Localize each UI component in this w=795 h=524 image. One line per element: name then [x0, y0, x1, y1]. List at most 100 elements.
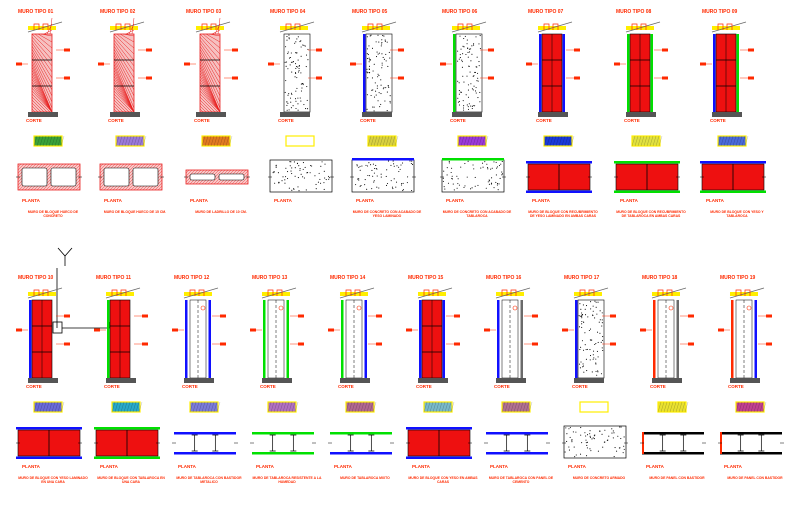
swatch-hatch: [198, 401, 203, 413]
finish-right: [650, 34, 653, 112]
aggregate-dot: [300, 90, 303, 92]
aggregate-dot: [376, 175, 378, 177]
aggregate-dot: [612, 437, 614, 439]
aggregate-dot: [473, 44, 475, 46]
swatch-hatch: [472, 135, 477, 147]
wall-plan: [700, 161, 766, 193]
wall-plan: [614, 161, 680, 193]
swatch-hatch: [118, 135, 123, 147]
plan-concrete: [351, 159, 415, 193]
aggregate-dot: [282, 176, 284, 178]
aggregate-dot: [295, 41, 297, 43]
aggregate-dot: [467, 106, 469, 108]
aggregate-dot: [386, 91, 388, 93]
swatch-hatch: [510, 401, 515, 413]
aggregate-dot: [583, 371, 585, 373]
swatch-hatch: [127, 135, 132, 147]
aggregate-dot: [586, 455, 588, 457]
aggregate-dot: [278, 181, 280, 183]
aggregate-dot: [298, 70, 300, 72]
top-anchor: [579, 289, 595, 296]
wall-title: MURO TIPO 13: [252, 275, 288, 281]
aggregate-dot: [381, 67, 383, 69]
aggregate-dot: [590, 301, 592, 303]
aggregate-dot: [379, 106, 381, 108]
hatch-line: [31, 48, 53, 85]
aggregate-dot: [384, 39, 386, 41]
aggregate-dot: [285, 46, 287, 48]
aggregate-dot: [366, 108, 368, 110]
callout-text-mark: [532, 342, 538, 346]
wall-drawing: [250, 287, 316, 455]
callout-text-mark: [454, 342, 460, 346]
plan-stud: [737, 434, 744, 452]
plan-cell: [103, 167, 130, 187]
aggregate-dot: [291, 71, 293, 73]
aggregate-dot: [275, 166, 277, 168]
swatch-hatch: [60, 401, 65, 413]
wall-type-10: MURO TIPO 10 CORTE PLANTA MURO DE BLOQUE CO…: [16, 274, 96, 514]
aggregate-dot: [501, 171, 503, 173]
wall-type-8: MURO TIPO 08 CORTE PLANTA MURO DE BLOQUE CO…: [614, 8, 694, 248]
wall-section: [614, 21, 668, 117]
swatch-hatch: [555, 135, 560, 147]
wall-note: MURO DE CONCRETO ARMADO: [572, 476, 626, 480]
finish-right: [736, 34, 739, 112]
finish-right: [208, 300, 211, 378]
top-anchor: [285, 23, 301, 30]
plan-finish: [94, 427, 160, 430]
aggregate-dot: [443, 170, 445, 172]
aggregate-dot: [304, 45, 306, 47]
aggregate-dot: [613, 456, 615, 458]
swatch-hatch: [426, 401, 431, 413]
aggregate-dot: [582, 313, 584, 316]
plan-hatch: [160, 188, 163, 191]
aggregate-dot: [288, 109, 290, 111]
aggregate-dot: [468, 65, 470, 67]
wall-title: MURO TIPO 09: [702, 9, 738, 15]
aggregate-dot: [377, 76, 379, 78]
aggregate-dot: [369, 35, 371, 37]
aggregate-dot: [581, 317, 583, 319]
aggregate-dot: [402, 162, 404, 164]
aggregate-dot: [386, 169, 388, 171]
hatch-line: [31, 57, 53, 103]
swatch-hatch: [124, 135, 129, 147]
swatch-hatch: [207, 135, 212, 147]
aggregate-dot: [589, 328, 592, 330]
aggregate-dot: [381, 53, 383, 55]
aggregate-dot: [580, 427, 582, 429]
aggregate-dot: [581, 323, 583, 325]
callout-text-mark: [766, 314, 772, 318]
section-label: CORTE: [624, 118, 640, 123]
aggregate-dot: [578, 326, 581, 328]
material-swatch: [189, 401, 219, 413]
aggregate-dot: [572, 431, 574, 433]
aggregate-dot: [378, 41, 380, 43]
aggregate-dot: [301, 87, 303, 89]
aggregate-dot: [468, 48, 470, 50]
aggregate-dot: [370, 164, 372, 166]
swatch-hatch: [36, 135, 41, 147]
aggregate-dot: [290, 52, 292, 54]
wall-plan: [328, 432, 394, 455]
aggregate-dot: [565, 427, 567, 429]
plan-stud: [659, 434, 666, 452]
plan-board: [486, 432, 548, 435]
aggregate-dot: [585, 435, 587, 437]
aggregate-dot: [376, 87, 378, 89]
aggregate-dot: [373, 63, 375, 65]
swatch-hatch: [657, 401, 662, 413]
swatch-hatch: [39, 135, 44, 147]
swatch-hatch: [519, 401, 524, 413]
aggregate-dot: [409, 160, 411, 162]
wall-type-7: MURO TIPO 07 CORTE PLANTA MURO DE BLOQUE CO…: [526, 8, 606, 248]
aggregate-dot: [463, 46, 465, 48]
wall-note: MURO DE BLOQUE CON YESO LAMINADO EN UNA …: [18, 476, 88, 484]
plan-cell: [50, 167, 77, 187]
swatch-hatch: [669, 401, 674, 413]
aggregate-dot: [373, 181, 375, 183]
swatch-hatch: [460, 135, 465, 147]
aggregate-dot: [317, 181, 319, 183]
base-slab: [712, 112, 742, 117]
